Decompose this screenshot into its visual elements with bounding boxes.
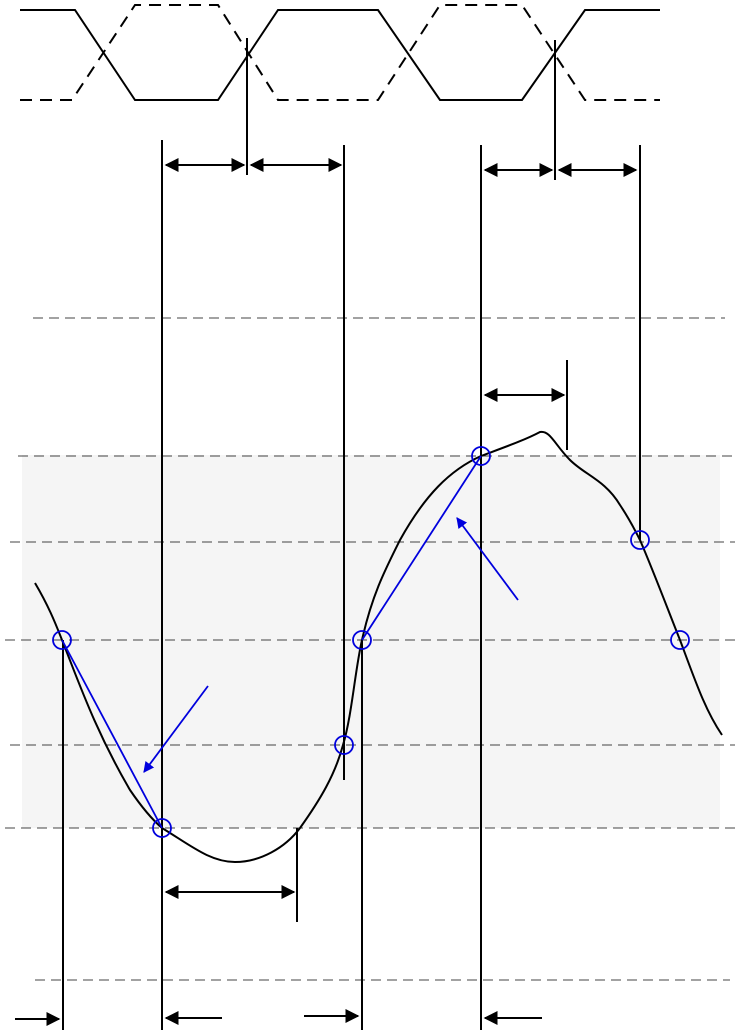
slope-arrow [456,517,519,601]
sample-point [152,818,172,838]
sample-point [630,530,650,550]
sample-point [334,735,354,755]
sample-point [670,630,690,650]
arrows [15,158,638,1026]
sample-annotations [52,446,690,838]
signal-curve [34,430,723,864]
clock-solid [20,9,660,101]
clock-dashed [20,4,660,101]
sample-point [471,446,491,466]
slope-arrow [143,685,209,773]
vertical-lines [62,38,641,1030]
slope-line [61,639,163,829]
slope-line [361,455,482,641]
sample-point [52,630,72,650]
sample-point [352,630,372,650]
level-lines [5,317,740,981]
